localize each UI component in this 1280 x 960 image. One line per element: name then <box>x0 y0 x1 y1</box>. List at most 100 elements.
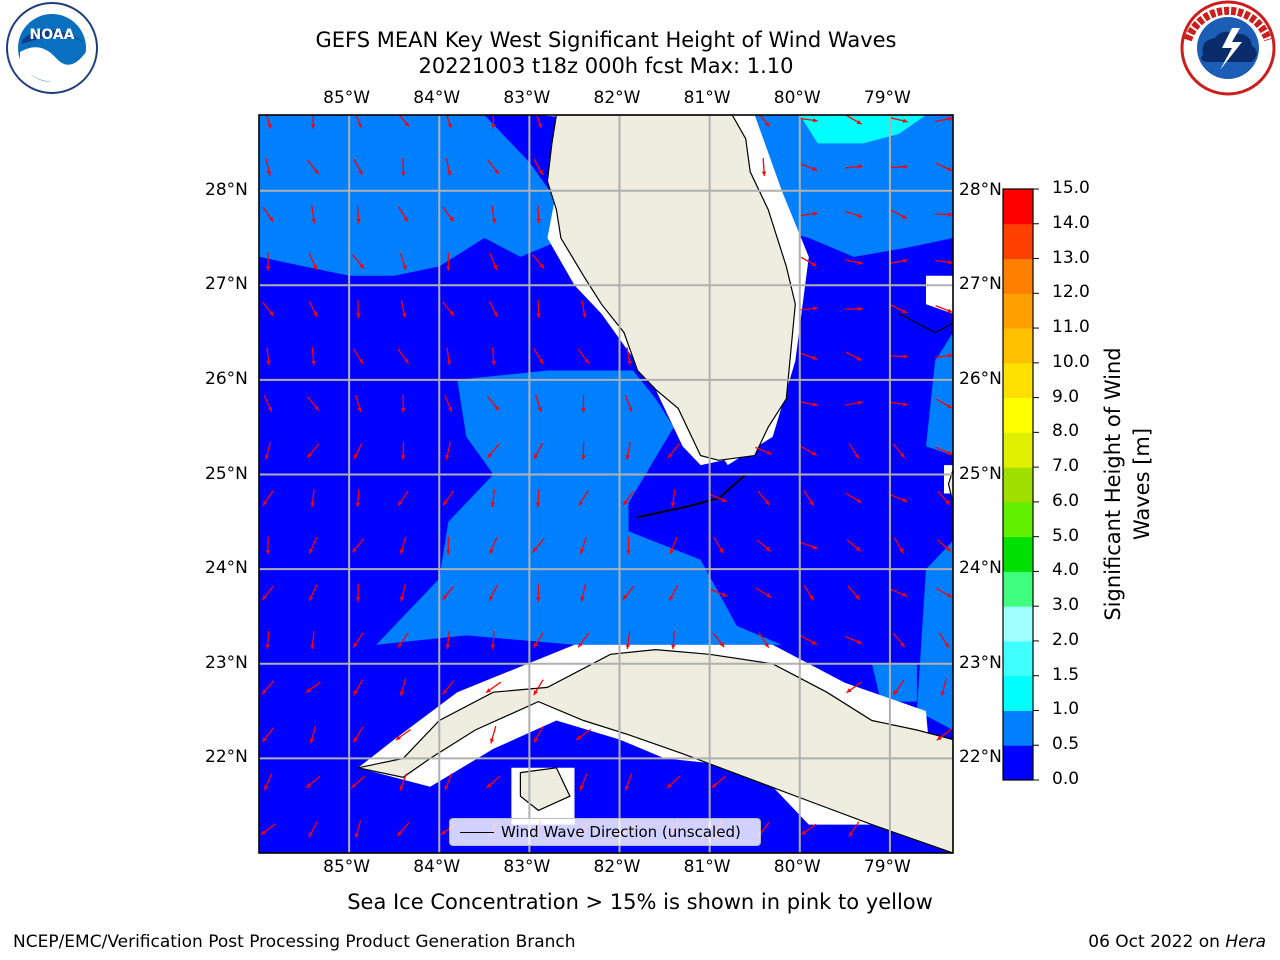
wave-arrow-head <box>402 265 407 271</box>
wave-arrow-head <box>711 783 717 788</box>
colorbar-bin <box>1003 362 1033 399</box>
wave-arrow-head <box>623 500 628 506</box>
wave-arrow-head <box>813 118 818 123</box>
wave-arrow-head <box>719 642 725 648</box>
lon-tick-label-top: 83°W <box>503 88 551 108</box>
wave-arrow-head <box>536 218 541 224</box>
wave-arrow-head <box>494 169 499 175</box>
wave-arrow-head <box>262 689 267 695</box>
wave-arrow-head <box>308 832 313 838</box>
wave-arrow-head <box>626 550 631 555</box>
wave-arrow-head <box>446 360 451 366</box>
wave-arrow-head <box>576 735 582 740</box>
lon-tick-label-top: 84°W <box>413 88 461 108</box>
lon-tick-label-bottom: 81°W <box>683 857 731 877</box>
region-cay-sal-bank <box>871 663 917 702</box>
wave-arrow-head <box>306 783 311 788</box>
wave-arrow-head <box>855 546 861 552</box>
colorbar-tick-label: 9.0 <box>1052 386 1080 407</box>
wave-arrow-head <box>268 216 274 222</box>
wave-arrow-head <box>398 500 403 506</box>
legend-line-swatch <box>460 832 494 833</box>
land-florida-keys <box>637 473 747 519</box>
wave-arrow-head <box>536 313 541 318</box>
wave-arrow-head <box>767 450 772 455</box>
colorbar-tick-label: 13.0 <box>1052 247 1090 268</box>
wave-arrow-head <box>532 547 538 553</box>
wave-arrow-head <box>267 123 272 129</box>
region-west-florida-shelf <box>376 370 782 645</box>
chart-title: GEFS MEAN Key West Significant Height of… <box>315 28 897 52</box>
wave-arrow-head <box>265 644 270 650</box>
wave-arrow-head <box>444 785 449 791</box>
wave-arrow-head <box>902 309 907 313</box>
wave-arrow-head <box>856 120 862 125</box>
wave-arrow-head <box>354 833 359 838</box>
wave-arrow-head <box>947 308 953 313</box>
wave-arrow-head <box>311 360 316 366</box>
noaa-logo-text: NOAA <box>30 27 75 43</box>
region-east-florida-coast <box>745 115 953 257</box>
wave-arrow-head <box>811 451 817 456</box>
colorbar-tick-label: 4.0 <box>1052 560 1080 581</box>
wave-arrow-head <box>809 500 814 506</box>
colorbar-tick-label: 3.0 <box>1052 595 1080 616</box>
lon-tick-label-bottom: 85°W <box>323 857 371 877</box>
wave-arrow-head <box>584 358 589 364</box>
wave-arrow-head <box>578 500 583 506</box>
wave-arrow-head <box>947 167 953 171</box>
wave-arrow-head <box>812 545 818 550</box>
lon-tick-label-top: 79°W <box>863 88 911 108</box>
colorbar-tick-label: 5.0 <box>1052 525 1080 546</box>
wave-arrow-head <box>579 785 584 791</box>
wave-arrow-head <box>314 405 319 411</box>
lon-tick-label-bottom: 84°W <box>413 857 461 877</box>
wave-arrow-head <box>854 453 859 459</box>
wave-arrow-head <box>352 547 357 553</box>
wave-arrow-head <box>809 595 814 601</box>
wave-arrow-head <box>940 691 945 697</box>
wave-arrow-head <box>538 359 544 364</box>
lat-tick-label-left: 25°N <box>205 463 248 484</box>
wave-arrow-head <box>401 171 406 176</box>
wave-arrow-head <box>946 546 951 552</box>
wave-arrow-head <box>404 358 409 364</box>
wave-arrow-head <box>812 402 818 407</box>
wave-arrow-head <box>262 500 268 506</box>
wave-arrow-head <box>857 260 863 265</box>
wave-arrow-head <box>578 642 583 648</box>
lat-tick-label-right: 22°N <box>959 747 1002 768</box>
lon-tick-label-bottom: 80°W <box>773 857 821 877</box>
wave-arrow-head <box>491 360 496 366</box>
wave-arrow-head <box>669 595 674 601</box>
wave-arrow-head <box>442 594 448 600</box>
wave-arrow-head <box>355 597 361 602</box>
colorbar-bin <box>1003 397 1033 433</box>
region-northeast-gulf <box>259 115 566 276</box>
region-great-bahama-bank-south <box>916 540 953 730</box>
wave-arrow-head <box>902 118 908 123</box>
wave-arrow-head <box>539 263 545 269</box>
wave-arrow-head <box>399 785 404 791</box>
nws-logo <box>1180 0 1276 96</box>
date-value: 06 Oct 2022 on <box>1088 932 1220 952</box>
wave-arrow-head <box>486 783 492 788</box>
lat-tick-label-left: 26°N <box>205 368 248 389</box>
wave-arrow-head <box>491 218 497 224</box>
lon-tick-label-top: 82°W <box>593 88 641 108</box>
wave-arrow-head <box>353 690 358 696</box>
colorbar-bin <box>1003 467 1033 503</box>
wave-arrow-head <box>447 171 452 176</box>
region-great-bahama-bank <box>926 332 953 456</box>
wave-arrow-head <box>628 407 633 412</box>
wave-arrow-head <box>813 306 818 311</box>
lat-tick-label-right: 28°N <box>959 179 1002 200</box>
wave-arrow-head <box>855 594 860 600</box>
chart-subtitle: 20221003 t18z 000h fcst Max: 1.10 <box>418 54 794 78</box>
wave-arrow-head <box>307 453 312 458</box>
colorbar-bin <box>1003 710 1033 746</box>
wave-arrow-head <box>400 455 406 460</box>
land-grand-bahama <box>898 313 953 334</box>
wave-arrow-head <box>902 592 908 597</box>
wave-arrow-head <box>490 738 495 744</box>
